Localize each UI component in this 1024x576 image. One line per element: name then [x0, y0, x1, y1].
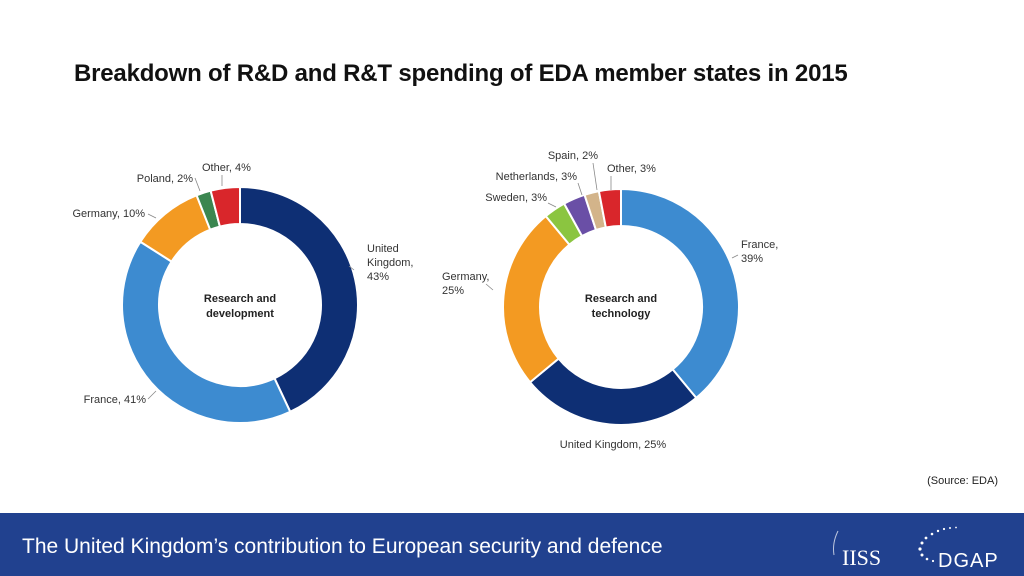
iiss-logo: IISS: [833, 530, 881, 569]
rt-label-sweden: Sweden, 3%: [485, 192, 547, 204]
rt-leader-spain: [592, 162, 598, 191]
rd-leader-united-kingdom: [348, 265, 355, 271]
rd-label-france: France, 41%: [84, 394, 147, 406]
rt-label-germany: Germany, 25%: [442, 271, 489, 297]
dgap-logo-text: DGAP: [938, 550, 999, 572]
rd-leader-france: [147, 390, 157, 400]
footer-title: The United Kingdom’s contribution to Eur…: [22, 535, 663, 558]
rt-label-netherlands: Netherlands, 3%: [496, 171, 578, 183]
rd-leader-poland: [194, 177, 201, 192]
footer-bar: The United Kingdom’s contribution to Eur…: [0, 513, 1024, 576]
rd-label-germany: Germany, 10%: [72, 208, 145, 220]
rt-slice-other: [597, 187, 622, 229]
rd-label-united-kingdom: United Kingdom, 43%: [367, 243, 413, 283]
rt-leader-france: [731, 254, 739, 259]
rt-leader-netherlands: [577, 182, 583, 196]
rt-leader-sweden: [547, 202, 557, 208]
rd-leader-germany: [147, 213, 157, 219]
rt-label-france: France, 39%: [741, 239, 778, 265]
rd-donut-chart: United Kingdom, 43% France, 41% Germany, 10%…: [72, 162, 413, 424]
slide-title: Breakdown of R&D and R&T spending of EDA…: [74, 60, 848, 87]
rt-leader-germany: [485, 283, 494, 291]
rt-label-united-kingdom: United Kingdom, 25%: [560, 439, 667, 451]
rd-slice-united-kingdom: [239, 185, 359, 414]
rt-slice-united-kingdom: [528, 357, 698, 426]
dgap-swirl-icon: [918, 526, 957, 563]
rd-slice-france: [121, 240, 292, 424]
charts-canvas: United Kingdom, 43% France, 41% Germany, 10%…: [72, 150, 778, 451]
rt-slice-germany: [502, 214, 571, 384]
iiss-logo-text: IISS: [842, 545, 881, 569]
rt-center-label: Research and technology: [585, 293, 657, 320]
dgap-logo: DGAP: [918, 526, 999, 572]
rd-slice-other: [209, 185, 241, 228]
source-note: (Source: EDA): [927, 475, 998, 487]
rt-donut-chart: France, 39% United Kingdom, 25% Germany, 25%…: [442, 150, 778, 451]
rt-label-spain: Spain, 2%: [548, 150, 598, 162]
rd-label-poland: Poland, 2%: [137, 173, 193, 185]
rd-label-other: Other, 4%: [202, 162, 251, 174]
rt-label-other: Other, 3%: [607, 163, 656, 175]
rd-center-label: Research and development: [204, 293, 276, 320]
rt-slice-france: [620, 187, 740, 400]
